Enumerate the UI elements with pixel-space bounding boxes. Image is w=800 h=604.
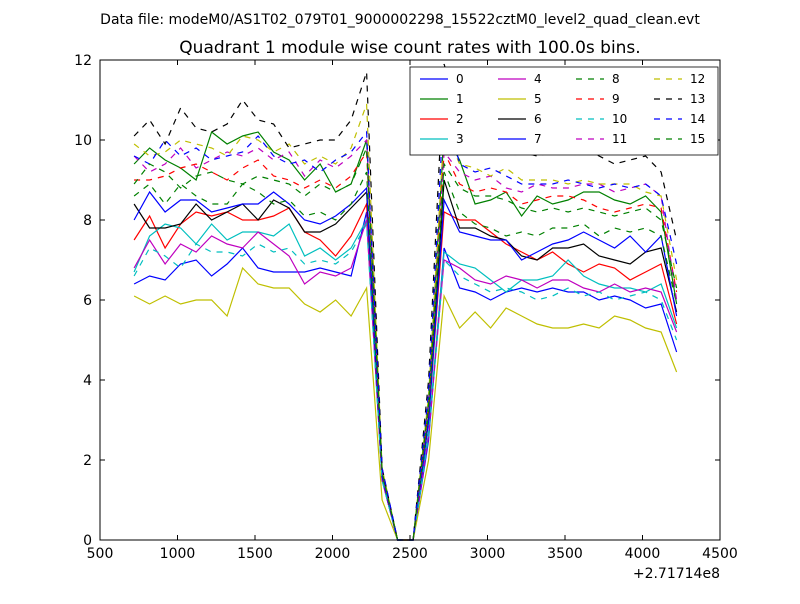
series-line-3 (133, 217, 678, 541)
series-line-1 (133, 129, 678, 541)
x-tick-label: 1000 (160, 546, 196, 562)
x-tick-label: 1500 (237, 546, 273, 562)
series-line-7 (133, 186, 678, 541)
series-line-10 (133, 221, 678, 541)
series-line-12 (133, 103, 678, 541)
legend-label-12: 12 (690, 72, 705, 86)
series-line-4 (133, 219, 678, 541)
series-line-13 (133, 63, 678, 541)
legend-label-6: 6 (534, 112, 542, 126)
series-line-0 (133, 211, 678, 541)
series-line-9 (134, 149, 678, 541)
series-line-15 (133, 147, 678, 541)
chart-title: Quadrant 1 module wise count rates with … (179, 38, 640, 58)
series-line-11 (133, 138, 678, 541)
x-tick-label: 500 (87, 546, 114, 562)
y-tick-label: 6 (83, 293, 92, 309)
legend-label-2: 2 (456, 112, 464, 126)
series-line-5 (133, 266, 678, 541)
legend-label-0: 0 (456, 72, 464, 86)
y-tick-label: 8 (83, 213, 92, 229)
legend-label-14: 14 (690, 112, 705, 126)
legend-label-11: 11 (612, 132, 627, 146)
x-axis-ticks: 500 1000 1500 2000 2500 3000 3500 4000 4500 (87, 60, 738, 562)
legend-label-7: 7 (534, 132, 542, 146)
legend-label-10: 10 (612, 112, 627, 126)
legend-label-13: 13 (690, 92, 705, 106)
series-line-8 (133, 171, 678, 541)
y-tick-label: 4 (83, 373, 92, 389)
legend-label-15: 15 (690, 132, 705, 146)
x-tick-label: 4000 (625, 546, 661, 562)
y-tick-label: 2 (83, 453, 92, 469)
y-tick-label: 0 (83, 533, 92, 549)
series-line-6 (133, 179, 678, 541)
x-axis-offset-label: +2.71714e8 (633, 566, 720, 582)
y-tick-label: 12 (74, 53, 92, 69)
legend-label-8: 8 (612, 72, 620, 86)
x-tick-label: 3000 (470, 546, 506, 562)
y-tick-label: 10 (74, 133, 92, 149)
legend-label-5: 5 (534, 92, 542, 106)
x-tick-label: 2500 (392, 546, 428, 562)
series-line-14 (133, 99, 678, 541)
legend-label-3: 3 (456, 132, 464, 146)
legend-label-4: 4 (534, 72, 542, 86)
x-tick-label: 3500 (547, 546, 583, 562)
series-line-2 (133, 201, 678, 541)
figure-suptitle: Data file: modeM0/AS1T02_079T01_90000022… (100, 12, 700, 28)
legend-box (409, 66, 719, 156)
x-tick-label: 2000 (315, 546, 351, 562)
x-tick-label: 4500 (702, 546, 738, 562)
legend-label-9: 9 (612, 92, 620, 106)
legend-label-1: 1 (456, 92, 464, 106)
